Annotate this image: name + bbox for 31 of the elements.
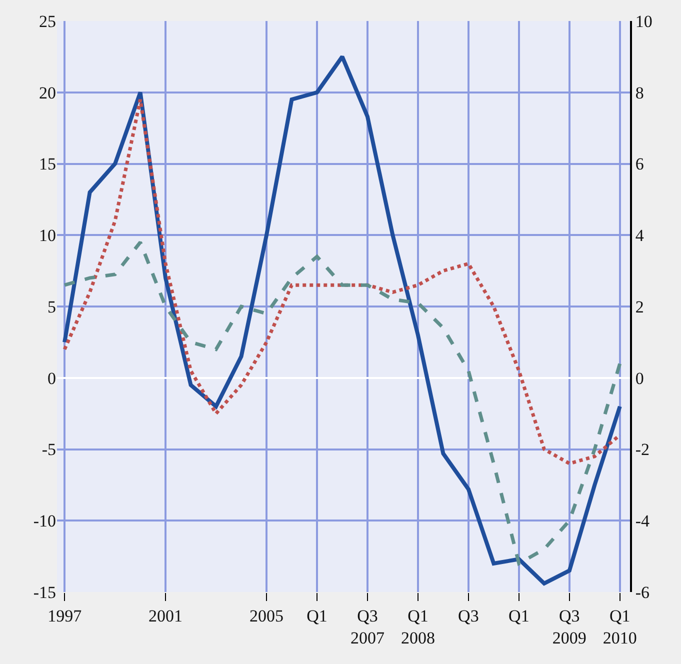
x-tick-label: 2001 xyxy=(148,606,183,626)
x-tick-label: Q3 xyxy=(458,606,479,626)
x-tick-label: Q1 xyxy=(306,606,328,626)
x-tick-label: Q1 2008 xyxy=(400,606,435,648)
y2-tick-label: 10 xyxy=(635,12,652,31)
y-tick-label: -5 xyxy=(42,440,56,460)
y-tick-label: 15 xyxy=(39,154,56,174)
y2-tick-label: 4 xyxy=(635,226,644,246)
y-tick-label: 10 xyxy=(39,226,56,246)
x-tick-label: Q3 2009 xyxy=(552,606,586,648)
x-tick-label: Q1 2010 xyxy=(602,606,637,648)
y-tick-label: -15 xyxy=(33,582,56,602)
y2-tick-label: 6 xyxy=(635,154,644,174)
x-tick-label: Q1 xyxy=(508,606,530,626)
y-tick-label: 25 xyxy=(39,12,56,31)
line-series xyxy=(62,98,622,466)
y-tick-label: -10 xyxy=(33,512,56,531)
y2-tick-label: -4 xyxy=(635,512,650,531)
line-series xyxy=(62,54,622,586)
x-tick-label: Q3 2007 xyxy=(350,606,385,648)
y-tick-label: 20 xyxy=(39,83,56,102)
y-tick-label: 0 xyxy=(48,368,56,388)
y2-tick-label: -2 xyxy=(635,440,650,460)
y2-tick-label: 2 xyxy=(635,297,644,316)
x-tick-label: 2005 xyxy=(250,606,284,626)
y2-tick-label: 0 xyxy=(635,368,644,388)
line-series xyxy=(62,240,622,566)
y-tick-label: 5 xyxy=(48,297,56,316)
y2-tick-label: -6 xyxy=(635,582,650,602)
x-tick-label: 1997 xyxy=(48,606,82,626)
y2-tick-label: 8 xyxy=(635,83,644,102)
